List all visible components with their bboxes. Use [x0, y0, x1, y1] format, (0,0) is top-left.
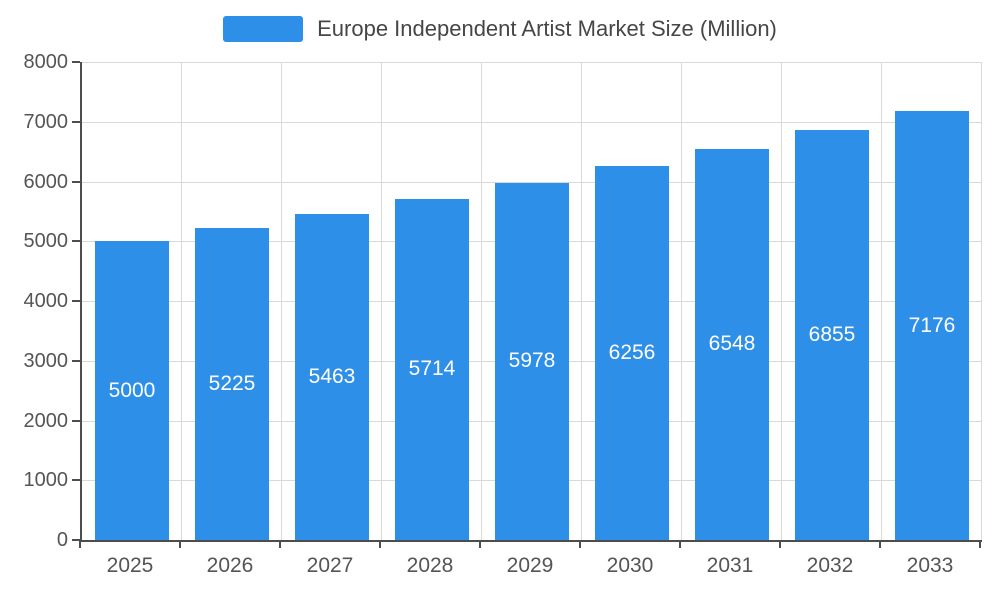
x-axis-tick [979, 540, 981, 548]
gridline-horizontal [82, 62, 982, 63]
gridline-vertical [581, 62, 582, 540]
bar[interactable]: 6855 [795, 130, 869, 540]
y-axis-tick-label: 3000 [23, 349, 69, 372]
x-axis-tick [879, 540, 881, 548]
gridline-vertical [981, 62, 982, 540]
bar-value-label: 5000 [108, 378, 156, 402]
bar[interactable]: 5463 [295, 213, 369, 540]
gridline-vertical [481, 62, 482, 540]
y-axis-tick-label: 8000 [23, 51, 69, 73]
y-axis-tick-label: 2000 [23, 409, 69, 432]
bar-value-label: 5225 [208, 371, 256, 395]
x-axis-tick [79, 540, 81, 548]
gridline-vertical [681, 62, 682, 540]
bar-value-label: 7176 [908, 313, 956, 337]
x-axis-tick-label: 2028 [406, 554, 454, 577]
x-axis-tick [479, 540, 481, 548]
bar[interactable]: 5714 [395, 198, 469, 540]
y-axis-tick [72, 539, 80, 541]
x-axis-tick [379, 540, 381, 548]
gridline-vertical [181, 62, 182, 540]
y-axis-tick-label: 0 [56, 529, 68, 551]
bar-value-label: 6256 [608, 341, 656, 365]
legend-label: Europe Independent Artist Market Size (M… [317, 16, 777, 41]
bar[interactable]: 5978 [495, 182, 569, 540]
y-axis-tick-label: 6000 [23, 170, 69, 193]
legend-swatch [223, 16, 304, 42]
gridline-horizontal [82, 181, 982, 183]
bar[interactable]: 6548 [695, 148, 769, 540]
bar-value-label: 5714 [408, 357, 456, 381]
gridline-horizontal [82, 121, 982, 123]
y-axis-tick-label: 1000 [23, 469, 69, 492]
gridline-vertical [781, 62, 782, 540]
x-axis-tick-label: 2027 [306, 554, 354, 577]
y-axis-tick [72, 240, 80, 243]
y-axis-tick [72, 180, 80, 183]
gridline-vertical [281, 62, 282, 540]
bar-value-label: 5978 [508, 349, 556, 373]
x-axis-tick [579, 540, 581, 548]
x-axis-tick-label: 2033 [906, 554, 954, 577]
bar-value-label: 5463 [308, 364, 356, 388]
bar-value-label: 6548 [708, 332, 756, 356]
x-axis-tick-label: 2030 [606, 554, 654, 577]
x-axis-tick [279, 540, 281, 548]
bar[interactable]: 5225 [195, 227, 269, 540]
x-axis-tick-label: 2031 [706, 554, 754, 577]
x-axis-tick-label: 2026 [206, 554, 254, 577]
x-axis-tick-label: 2029 [506, 554, 554, 577]
bar[interactable]: 6256 [595, 166, 669, 540]
y-axis-tick-label: 5000 [23, 230, 69, 253]
bar[interactable]: 7176 [895, 111, 969, 540]
bar-value-label: 6855 [808, 323, 856, 347]
gridline-vertical [381, 62, 382, 540]
y-axis-tick [72, 120, 80, 123]
x-axis-tick [679, 540, 681, 548]
x-axis-tick [179, 540, 181, 548]
x-axis-tick [779, 540, 781, 548]
y-axis-tick [72, 61, 80, 63]
y-axis-tick [72, 359, 80, 362]
y-axis-tick [72, 300, 80, 302]
plot-area: 5000 5225 5463 5714 5978 6256 6548 6855 7176 [80, 62, 982, 542]
bar[interactable]: 5000 [95, 241, 169, 540]
y-axis-tick-label: 7000 [23, 110, 69, 133]
y-axis-tick [72, 479, 80, 482]
x-axis-tick-label: 2025 [106, 554, 154, 577]
y-axis-tick [72, 419, 80, 422]
gridline-vertical [881, 62, 882, 540]
x-axis-tick-label: 2032 [806, 554, 854, 577]
legend[interactable]: Europe Independent Artist Market Size (M… [0, 16, 1000, 42]
y-axis-tick-label: 4000 [23, 290, 69, 312]
